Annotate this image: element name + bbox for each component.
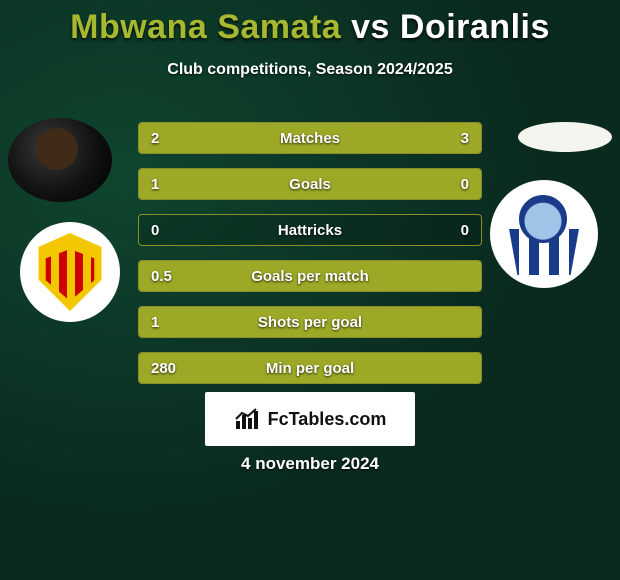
title-player2: Doiranlis — [400, 8, 550, 46]
stats-bars: 23Matches 10Goals 00Hattricks 0.5Goals per … — [138, 122, 482, 398]
brand-footer: FcTables.com — [205, 392, 415, 446]
stat-label: Hattricks — [139, 215, 481, 245]
subtitle: Club competitions, Season 2024/2025 — [0, 61, 620, 79]
player1-club-crest — [20, 222, 120, 322]
main-container: Mbwana Samata vs Doiranlis Club competit… — [0, 0, 620, 580]
stat-row: 00Hattricks — [138, 214, 482, 246]
stat-label: Matches — [139, 123, 481, 153]
stat-label: Shots per goal — [139, 307, 481, 337]
stat-row: 10Goals — [138, 168, 482, 200]
title-player1: Mbwana Samata — [70, 8, 341, 46]
crest-shield-icon — [503, 193, 585, 275]
stat-row: 0.5Goals per match — [138, 260, 482, 292]
stat-label: Min per goal — [139, 353, 481, 383]
player2-avatar — [518, 122, 612, 152]
stat-label: Goals — [139, 169, 481, 199]
title-vs: vs — [351, 8, 390, 46]
stat-label: Goals per match — [139, 261, 481, 291]
brand-logo-icon — [234, 407, 262, 431]
player2-club-crest — [490, 180, 598, 288]
stat-row: 280Min per goal — [138, 352, 482, 384]
crest-shield-icon — [35, 233, 105, 311]
brand-name: FcTables.com — [268, 409, 387, 430]
stat-row: 1Shots per goal — [138, 306, 482, 338]
player1-avatar — [8, 118, 112, 202]
date-label: 4 november 2024 — [0, 454, 620, 474]
stat-row: 23Matches — [138, 122, 482, 154]
page-title: Mbwana Samata vs Doiranlis — [0, 0, 620, 47]
